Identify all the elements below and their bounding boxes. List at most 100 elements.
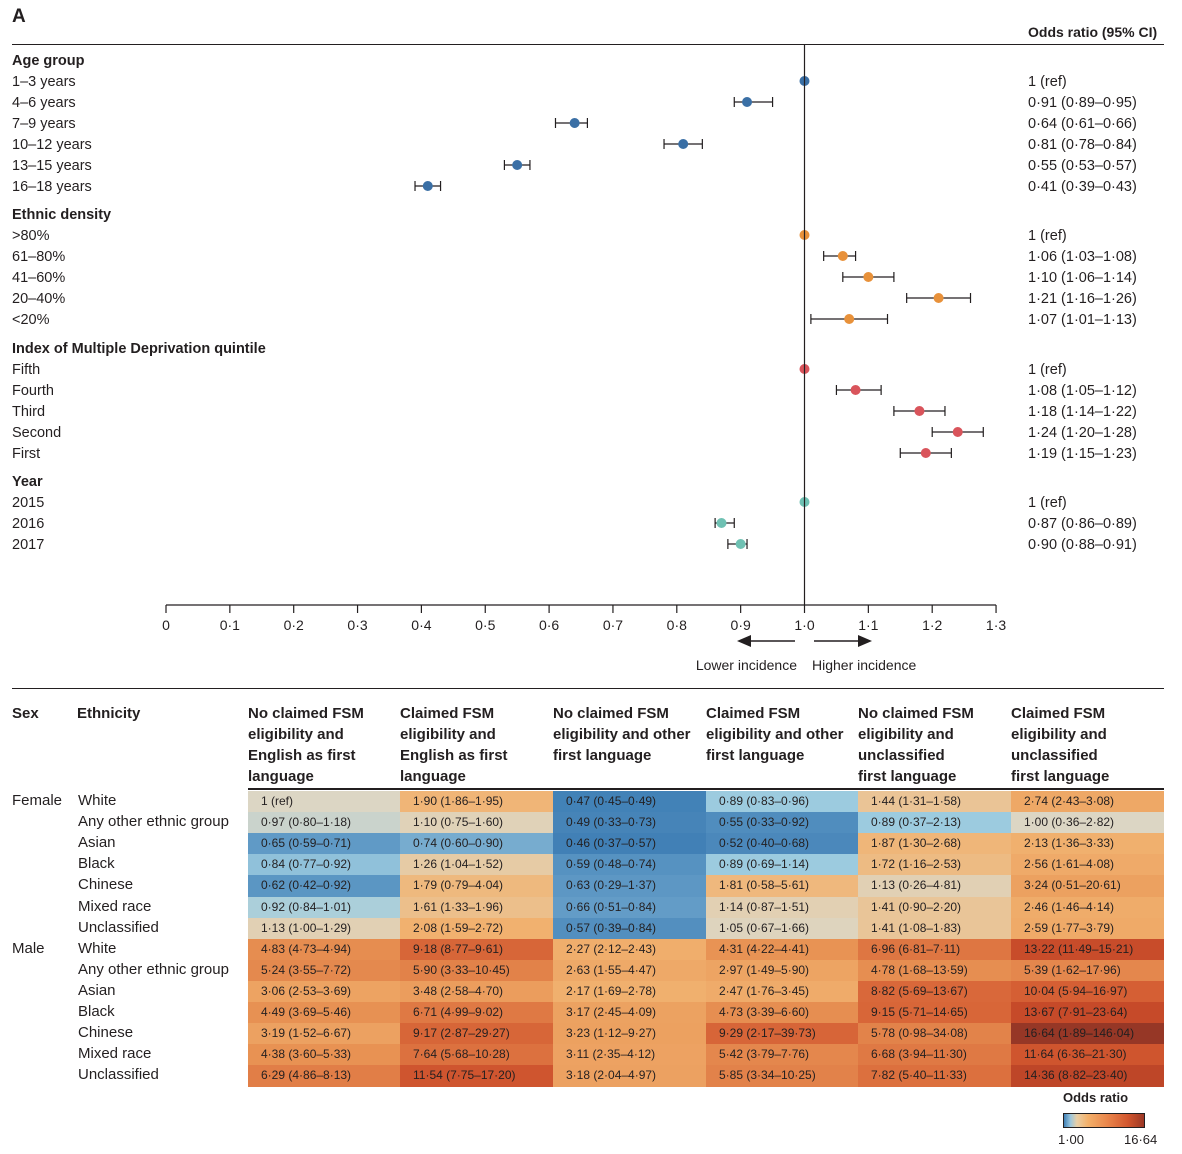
or-point [837,251,848,261]
heatmap-cell: 6·68 (3·94–11·30) [858,1044,1011,1066]
heatmap-cell: 0·57 (0·39–0·84) [553,917,706,940]
heatmap-cell: 1·61 (1·33–1·96) [400,896,553,919]
heatmap-cell: 7·64 (5·68–10·28) [400,1044,553,1066]
heatmap-cell: 3·17 (2·45–4·09) [553,1002,706,1024]
heatmap-cell: 2·74 (2·43–3·08) [1011,791,1164,813]
column-header-line: eligibility and other [553,726,691,743]
or-ci-text: 1·21 (1·16–1·26) [1028,291,1137,307]
heatmap-cell: 2·97 (1·49–5·90) [706,959,858,982]
heatmap-cell: 1·79 (0·79–4·04) [400,875,553,897]
heatmap-cell: 10·04 (5·94–16·97) [1011,980,1164,1003]
heatmap-cell: 1·14 (0·87–1·51) [706,896,858,919]
heatmap-cell: 9·29 (2·17–39·73) [706,1023,858,1045]
row-label: 41–60% [12,270,65,286]
heatmap-cell: 1·10 (0·75–1·60) [400,812,553,834]
heatmap-cell: 5·24 (3·55–7·72) [248,959,400,982]
or-ci-text: 0·90 (0·88–0·91) [1028,537,1137,553]
column-header-line: No claimed FSM [248,705,364,722]
x-tick-label: 1·1 [858,617,878,633]
x-tick-label: 1·0 [794,617,814,633]
row-label: 2016 [12,516,44,532]
heatmap-cell: 9·15 (5·71–14·65) [858,1002,1011,1024]
column-header-line: eligibility and [248,726,344,743]
column-header-line: eligibility and [858,726,954,743]
or-point [735,539,746,549]
x-tick-label: 0·1 [220,617,240,633]
ethnicity-label: Asian [78,834,116,852]
heatmap-cell: 1·44 (1·31–1·58) [858,791,1011,813]
sex-header: Sex [12,705,39,722]
column-header-line: eligibility and [400,726,496,743]
or-ci-text: 1 (ref) [1028,228,1067,244]
x-tick-label: 0·6 [539,617,559,633]
or-ci-text: 1 (ref) [1028,495,1067,511]
row-label: 16–18 years [12,179,92,195]
x-tick-label: 1·2 [922,617,942,633]
or-ci-text: 1·08 (1·05–1·12) [1028,383,1137,399]
heatmap-cell: 9·17 (2·87–29·27) [400,1023,553,1045]
column-header-line: language [400,768,466,785]
heatmap-cell: 1·41 (0·90–2·20) [858,896,1011,919]
legend-colorbar [1063,1113,1145,1128]
heatmap-cell: 4·83 (4·73–4·94) [248,938,400,961]
row-label: <20% [12,312,50,328]
heatmap-cell: 1·05 (0·67–1·66) [706,917,858,940]
ethnicity-label: Any other ethnic group [78,813,229,831]
or-point [569,118,580,128]
heatmap-cell: 0·89 (0·69–1·14) [706,854,858,876]
heatmap-cell: 2·13 (1·36–3·33) [1011,833,1164,855]
heatmap-cell: 1·13 (0·26–4·81) [858,875,1011,897]
heatmap-cell: 6·96 (6·81–7·11) [858,938,1011,961]
column-header-line: unclassified [858,747,945,764]
or-ci-text: 0·55 (0·53–0·57) [1028,158,1137,174]
x-tick-label: 0·8 [667,617,687,633]
group-heading: Age group [12,53,85,69]
or-point [716,518,727,528]
higher-arrow-head [858,635,872,647]
heatmap-cell: 1·41 (1·08–1·83) [858,917,1011,940]
x-tick-label: 1·3 [986,617,1006,633]
heatmap-cell: 5·42 (3·79–7·76) [706,1044,858,1066]
heatmap-cell: 3·18 (2·04–4·97) [553,1065,706,1087]
ethnicity-label: White [78,939,117,957]
heatmap-cell: 3·48 (2·58–4·70) [400,980,553,1003]
ethnicity-label: Asian [78,981,116,999]
heatmap-cell: 9·18 (8·77–9·61) [400,938,553,961]
or-ci-text: 1 (ref) [1028,74,1067,90]
heatmap-cell: 1 (ref) [248,791,400,813]
row-label: 2015 [12,495,44,511]
heatmap-cell: 11·54 (7·75–17·20) [400,1065,553,1087]
heatmap-cell: 5·39 (1·62–17·96) [1011,959,1164,982]
heatmap-cell: 2·59 (1·77–3·79) [1011,917,1164,940]
heatmap-cell: 0·66 (0·51–0·84) [553,896,706,919]
column-header-line: eligibility and other [706,726,844,743]
column-header-line: unclassified [1011,747,1098,764]
heatmap-cell: 0·47 (0·45–0·49) [553,791,706,813]
column-header: No claimed FSM eligibility and unclassifie… [858,703,974,787]
or-ci-text: 0·87 (0·86–0·89) [1028,516,1137,532]
column-header-line: English as first [400,747,508,764]
heatmap-cell: 3·23 (1·12–9·27) [553,1023,706,1045]
row-label: Third [12,404,45,420]
column-header-line: eligibility and [1011,726,1107,743]
heatmap-cell: 3·06 (2·53–3·69) [248,980,400,1003]
heatmap-cell: 0·46 (0·37–0·57) [553,833,706,855]
heatmap-cell: 0·92 (0·84–1·01) [248,896,400,919]
heatmap-cell: 2·27 (2·12–2·43) [553,938,706,961]
ethnicity-label: Chinese [78,1024,134,1042]
legend-max-label: 16·64 [1124,1132,1158,1147]
row-label: 4–6 years [12,95,76,111]
header-rule [248,788,1164,790]
odds-ratio-header: Odds ratio (95% CI) [1028,24,1158,40]
row-label: 10–12 years [12,137,92,153]
row-label: 20–40% [12,291,65,307]
group-heading: Ethnic density [12,207,111,223]
column-header-line: first language [553,747,652,764]
heatmap-cell: 0·84 (0·77–0·92) [248,854,400,876]
column-header-line: first language [858,768,957,785]
heatmap-cell: 14·36 (8·82–23·40) [1011,1065,1164,1087]
or-point [914,406,925,416]
heatmap-cell: 7·82 (5·40–11·33) [858,1065,1011,1087]
or-ci-text: 0·64 (0·61–0·66) [1028,116,1137,132]
